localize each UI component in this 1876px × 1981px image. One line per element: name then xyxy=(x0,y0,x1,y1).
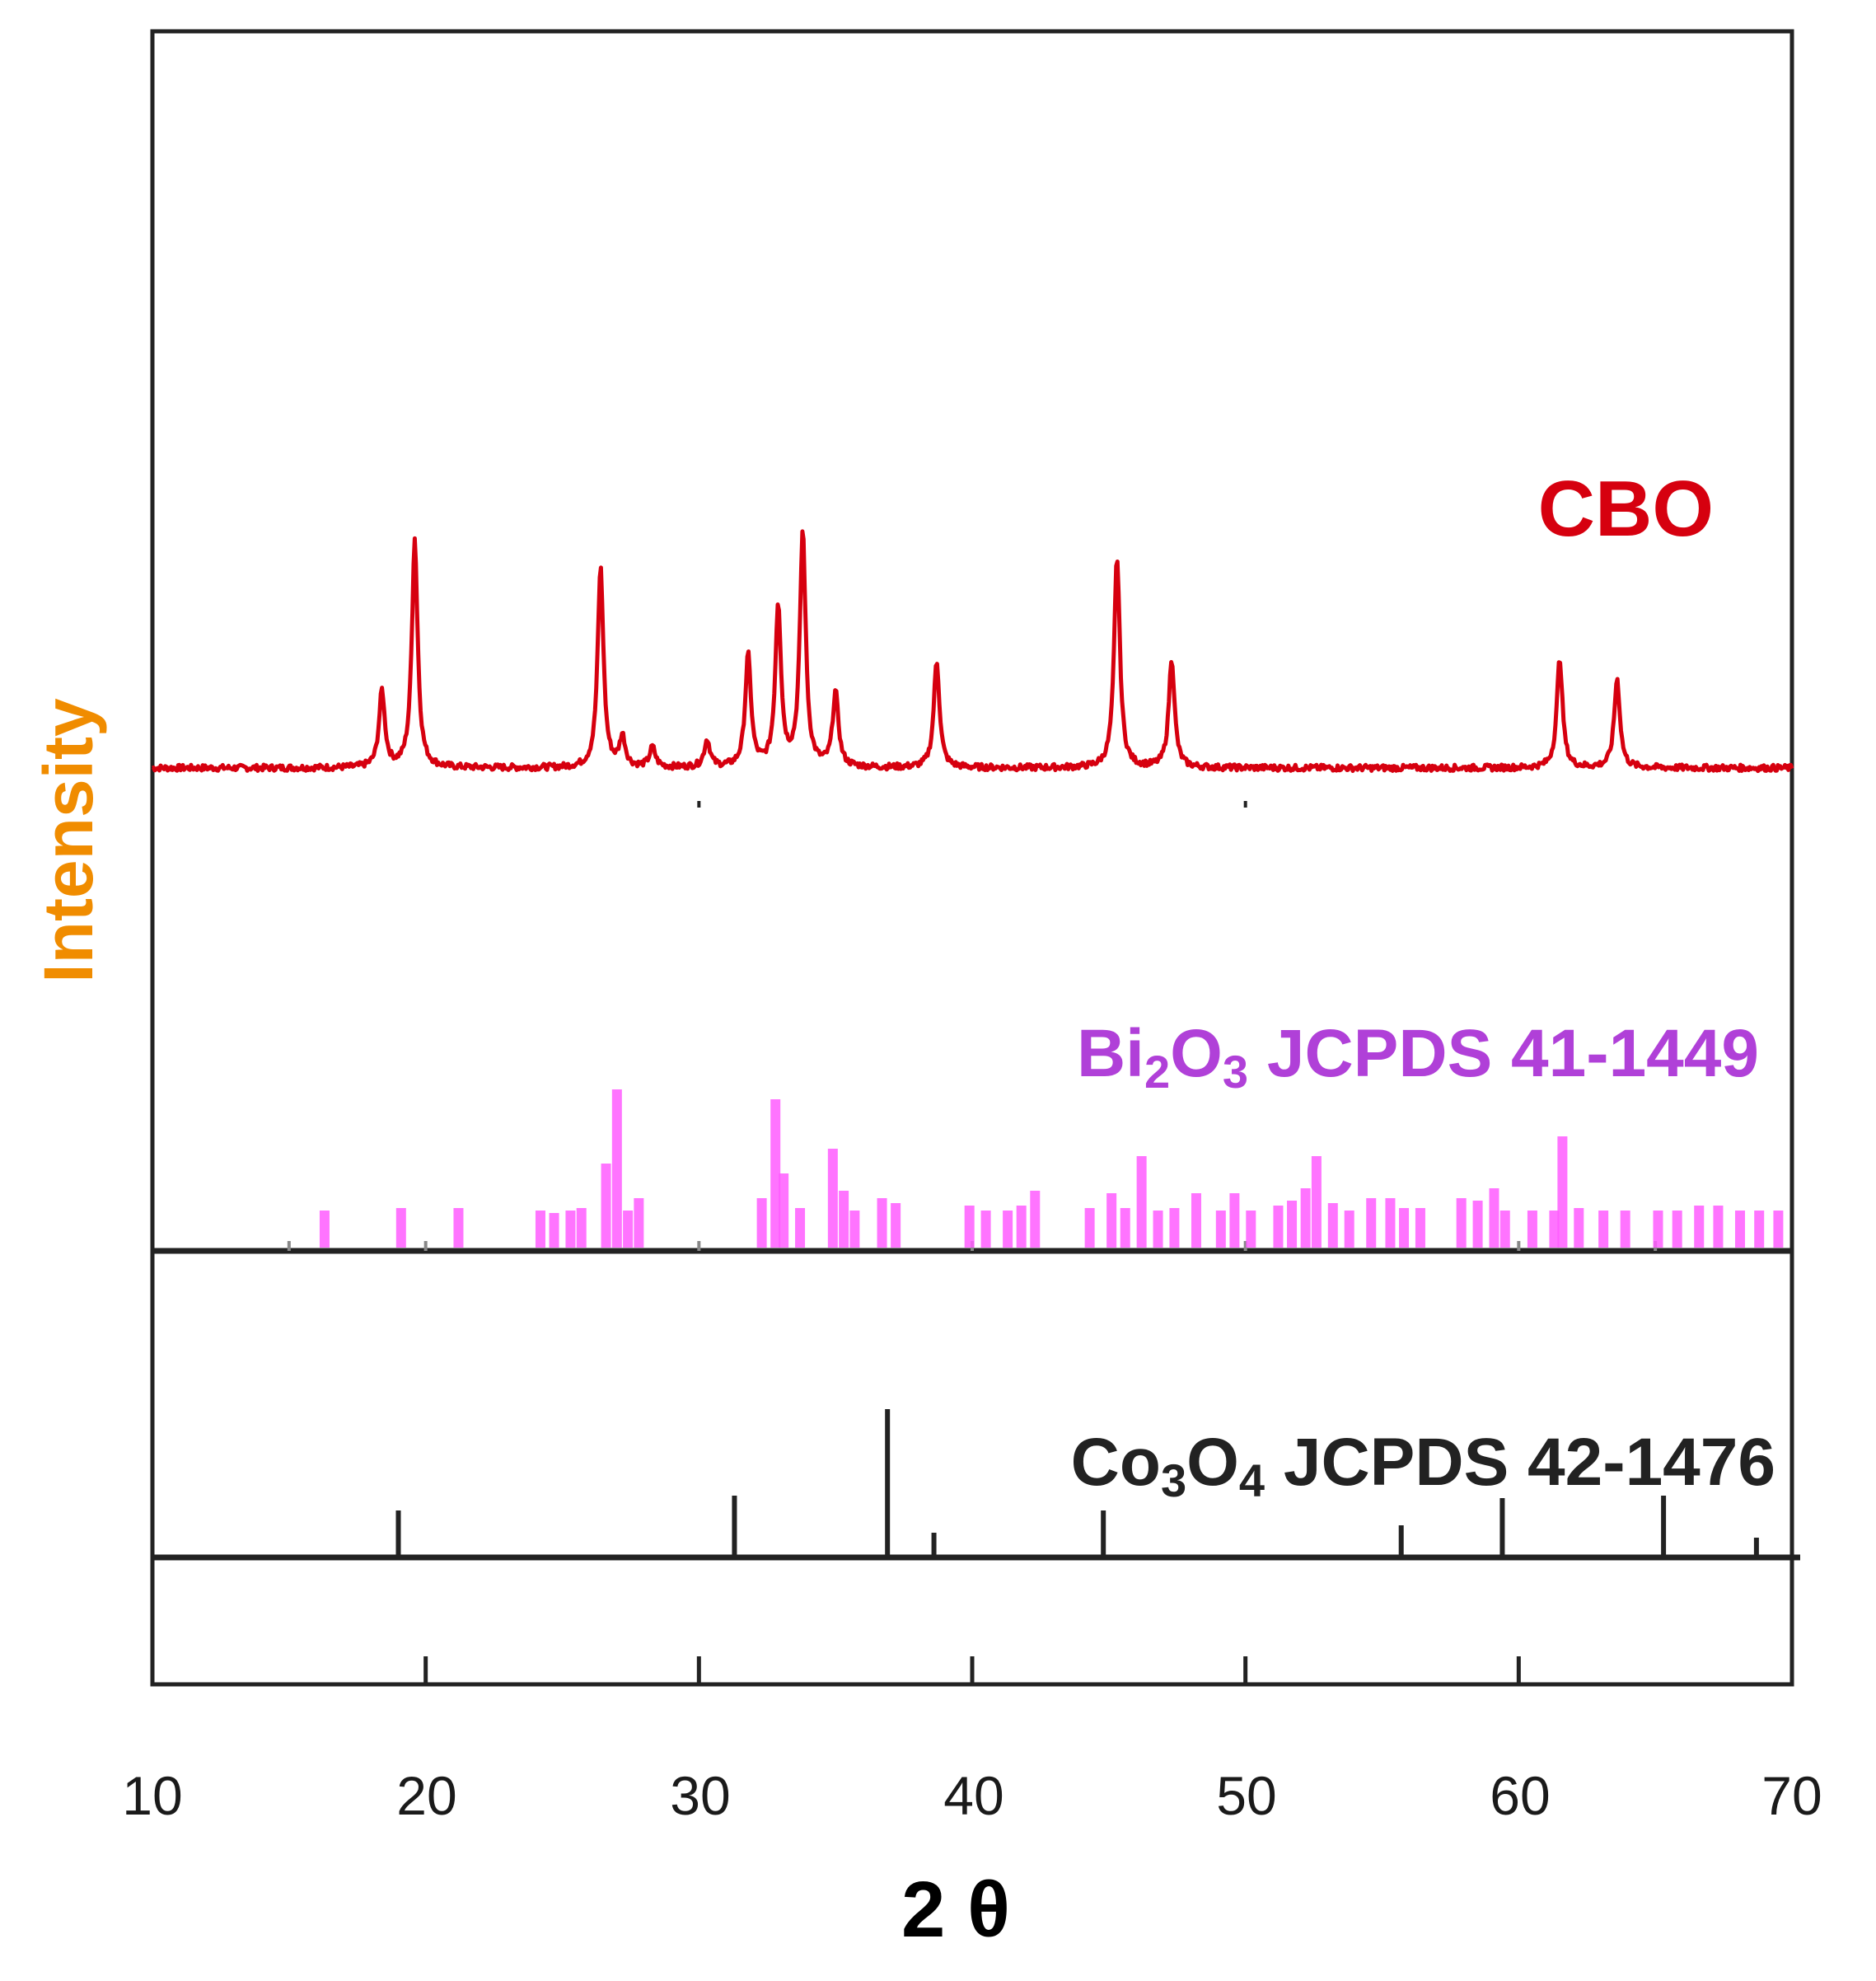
bi2o3-stick xyxy=(1030,1191,1041,1248)
cbo-trace xyxy=(151,529,1794,774)
bi2o3-stick xyxy=(1191,1193,1201,1248)
y-axis-title: Intensity xyxy=(30,698,107,983)
x-tick-label: 30 xyxy=(670,1765,730,1826)
bi2o3-stick xyxy=(395,1208,406,1248)
bi2o3-stick xyxy=(1300,1188,1311,1248)
bi2o3-stick xyxy=(1003,1211,1013,1248)
bi2o3-stick xyxy=(1734,1211,1745,1248)
bi2o3-stick xyxy=(1620,1211,1630,1248)
bi2o3-stick xyxy=(1456,1198,1467,1248)
x-axis-ticks xyxy=(423,1656,1521,1684)
bi2o3-stick xyxy=(1489,1188,1499,1248)
bi2o3-stick xyxy=(1557,1136,1568,1248)
bi2o3-stick xyxy=(1246,1211,1256,1248)
x-axis-tick-labels: 10 20 30 40 50 60 70 xyxy=(122,1765,1822,1826)
x-tick-label: 10 xyxy=(122,1765,182,1826)
bi2o3-stick xyxy=(770,1099,781,1248)
bi2o3-stick xyxy=(795,1208,806,1248)
cbo-series-label: CBO xyxy=(1538,465,1714,553)
bi2o3-stick xyxy=(1229,1193,1240,1248)
bi2o3-stick xyxy=(623,1211,634,1248)
bi2o3-stick xyxy=(535,1211,545,1248)
bi2o3-stick xyxy=(1672,1211,1682,1248)
bi2o3-stick xyxy=(1549,1211,1560,1248)
co3o4-series-label: Co3O4 JCPDS 42-1476 xyxy=(1071,1425,1775,1506)
bi2o3-stick xyxy=(1084,1208,1095,1248)
bi2o3-series-label: Bi2O3 JCPDS 41-1449 xyxy=(1077,1016,1759,1098)
x-tick-label: 20 xyxy=(396,1765,456,1826)
bi2o3-stick xyxy=(1344,1211,1354,1248)
bi2o3-stick xyxy=(1694,1206,1705,1248)
bi2o3-stick xyxy=(1773,1211,1784,1248)
bi2o3-series xyxy=(319,1089,1784,1248)
bi2o3-stick xyxy=(1106,1193,1117,1248)
bi2o3-stick xyxy=(319,1211,330,1248)
bi2o3-stick xyxy=(1399,1208,1410,1248)
bi2o3-stick xyxy=(1713,1206,1724,1248)
bi2o3-stick xyxy=(634,1198,644,1248)
bi2o3-stick xyxy=(779,1173,789,1248)
bi2o3-stick xyxy=(1327,1203,1338,1248)
bi2o3-stick xyxy=(1415,1208,1425,1248)
bi2o3-stick xyxy=(1499,1211,1510,1248)
bi2o3-stick xyxy=(549,1213,559,1248)
bi2o3-stick xyxy=(1366,1198,1377,1248)
bi2o3-stick xyxy=(453,1208,464,1248)
bi2o3-stick xyxy=(877,1198,887,1248)
bi2o3-stick xyxy=(980,1211,991,1248)
co3o4-series xyxy=(395,1409,1759,1555)
bi2o3-stick xyxy=(1385,1198,1396,1248)
bi2o3-stick xyxy=(611,1089,622,1248)
bi2o3-stick xyxy=(601,1164,611,1248)
bi2o3-stick xyxy=(1311,1156,1322,1248)
bi2o3-stick xyxy=(1653,1211,1663,1248)
x-axis-title: 2 θ xyxy=(901,1866,1010,1954)
bi2o3-stick xyxy=(576,1208,587,1248)
bi2o3-stick xyxy=(1136,1156,1147,1248)
bi2o3-stick xyxy=(1754,1211,1765,1248)
bi2o3-stick xyxy=(1287,1201,1298,1248)
bi2o3-stick xyxy=(1273,1206,1284,1248)
bi2o3-stick xyxy=(827,1149,838,1248)
bi2o3-stick xyxy=(839,1191,849,1248)
bi2o3-stick xyxy=(1527,1211,1537,1248)
x-tick-label: 50 xyxy=(1216,1765,1276,1826)
bi2o3-stick xyxy=(565,1211,576,1248)
bi2o3-stick xyxy=(1215,1211,1226,1248)
bi2o3-stick xyxy=(1574,1208,1584,1248)
x-tick-label: 40 xyxy=(943,1765,1003,1826)
bi2o3-stick xyxy=(1598,1211,1609,1248)
bi2o3-stick xyxy=(1169,1208,1180,1248)
cbo-series xyxy=(151,529,1794,774)
bi2o3-stick xyxy=(891,1203,901,1248)
x-tick-label: 70 xyxy=(1761,1765,1822,1826)
bi2o3-stick xyxy=(1016,1206,1027,1248)
x-tick-label: 60 xyxy=(1490,1765,1550,1826)
bi2o3-stick xyxy=(1472,1201,1483,1248)
bi2o3-stick xyxy=(1153,1211,1163,1248)
bi2o3-stick xyxy=(849,1211,860,1248)
bi2o3-stick xyxy=(964,1206,975,1248)
bi2o3-stick xyxy=(1120,1208,1130,1248)
bi2o3-stick xyxy=(756,1198,767,1248)
